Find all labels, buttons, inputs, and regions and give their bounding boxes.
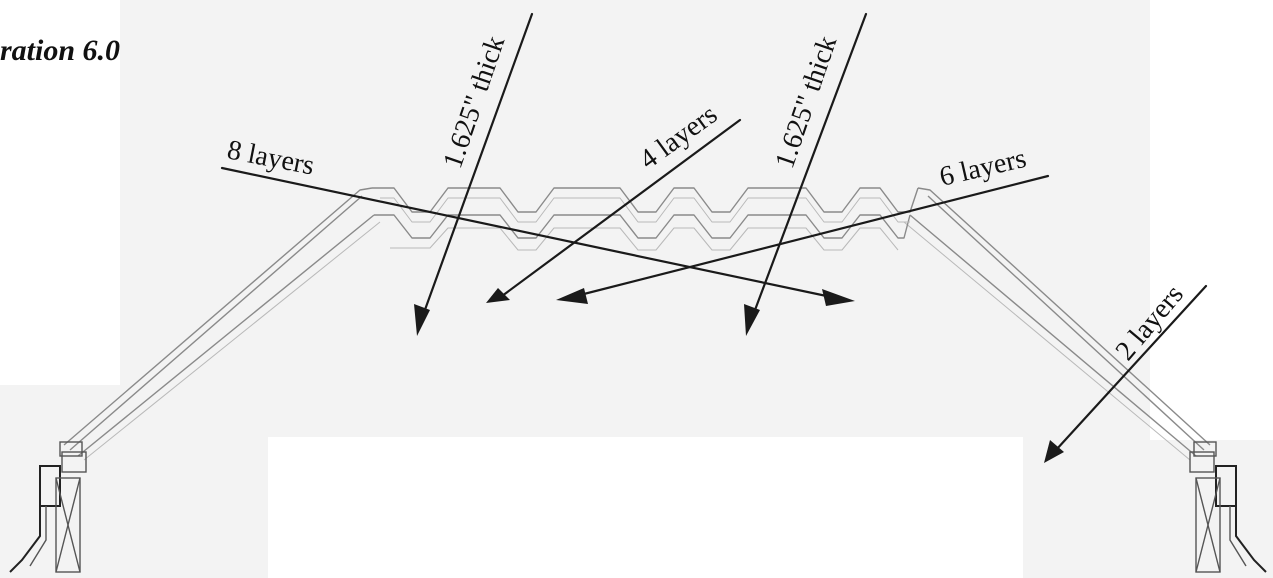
leader-2-layers (1044, 284, 1208, 463)
leader-4-layers (486, 118, 742, 303)
leader-8-layers (220, 166, 855, 306)
left-sloped-panel (63, 187, 381, 461)
leader-thick-left (414, 12, 534, 336)
right-curb-frame (1189, 441, 1267, 573)
right-sloped-panel (903, 187, 1211, 461)
leader-6-layers (556, 174, 1050, 304)
figure-title: ration 6.0 (0, 34, 120, 67)
left-curb-frame (9, 441, 87, 573)
leader-thick-right (744, 12, 868, 336)
